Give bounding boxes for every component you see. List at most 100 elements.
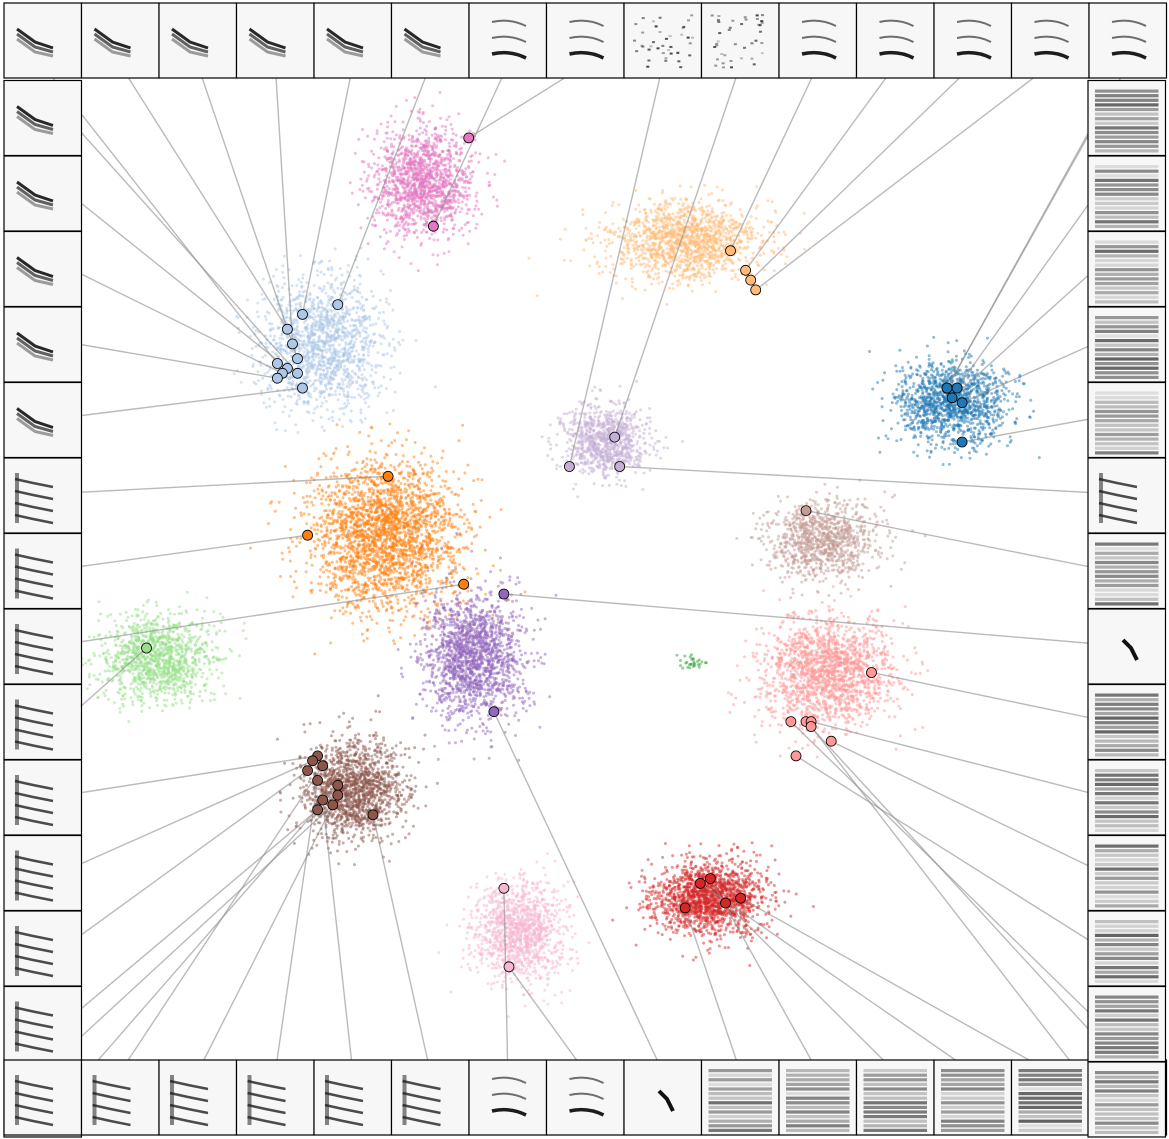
data-point [398,223,402,227]
data-point [944,413,948,417]
data-point [371,323,375,327]
data-point [356,286,360,290]
data-point [709,226,713,230]
data-point [414,339,418,343]
data-point [611,222,615,226]
data-point [426,151,430,155]
data-point [755,185,759,189]
data-point [648,264,652,268]
data-point [432,177,436,181]
data-point [261,355,265,359]
data-point [326,281,330,285]
data-point [349,409,353,413]
data-point [469,159,473,163]
data-point [281,397,285,401]
data-point [689,185,693,189]
data-point [326,294,330,298]
data-point [766,219,770,223]
data-point [357,393,361,397]
data-point [392,213,396,217]
data-point [412,219,416,222]
data-point [927,354,931,358]
data-point [474,204,478,208]
data-point [287,381,290,385]
data-point [685,255,689,259]
data-point [366,242,370,246]
data-point [376,386,380,389]
data-point [237,331,241,334]
data-point [494,152,498,156]
data-point [700,266,704,270]
data-point [354,349,358,353]
data-point [1037,456,1041,460]
data-point [634,235,638,238]
data-point [411,135,415,139]
data-point [661,191,664,195]
data-point [878,450,882,454]
data-point [261,376,265,380]
data-point [392,145,396,149]
data-point [333,353,337,356]
data-point [401,128,405,132]
data-point [642,224,646,228]
data-point [302,334,306,337]
data-point [341,406,345,410]
data-point [769,220,773,224]
data-point [376,394,380,398]
data-point [360,373,364,377]
data-point [342,372,346,376]
data-point [367,393,371,397]
data-point [635,240,639,244]
data-point [678,208,682,212]
data-point [694,237,698,241]
data-point [417,209,421,213]
data-point [290,382,294,386]
data-point [309,324,313,328]
data-point [690,268,694,271]
data-point [697,200,701,204]
data-point [633,219,637,223]
data-point [569,259,573,263]
data-point [384,188,388,192]
data-point [306,359,310,363]
data-point [360,295,364,299]
data-point [448,171,452,175]
data-point [647,243,650,247]
data-point [347,385,351,389]
data-point [394,217,398,221]
data-point [637,219,641,222]
data-point [432,141,436,145]
data-point [356,306,360,310]
data-point [418,146,422,150]
data-point [902,418,905,422]
data-point [326,382,330,386]
data-point [390,213,394,217]
data-point [468,129,472,133]
data-point [876,381,880,384]
data-point [377,211,381,215]
data-point [395,223,398,227]
data-point [266,388,270,391]
data-point [468,177,472,181]
data-point [280,298,284,302]
data-point [261,277,265,281]
data-point [312,411,316,415]
data-point [416,194,419,197]
data-point [377,316,381,320]
data-point [734,220,738,224]
data-point [320,259,324,263]
data-point [456,198,460,202]
data-point [367,362,371,366]
data-point [562,258,566,262]
data-point [461,186,465,189]
data-point [712,234,716,238]
data-point [330,361,333,364]
data-point [427,186,431,190]
data-point [317,306,321,309]
data-point [432,146,435,149]
data-point [342,334,346,338]
data-point [686,283,690,287]
data-point [298,346,302,350]
data-point [290,284,294,288]
data-point [310,330,314,334]
